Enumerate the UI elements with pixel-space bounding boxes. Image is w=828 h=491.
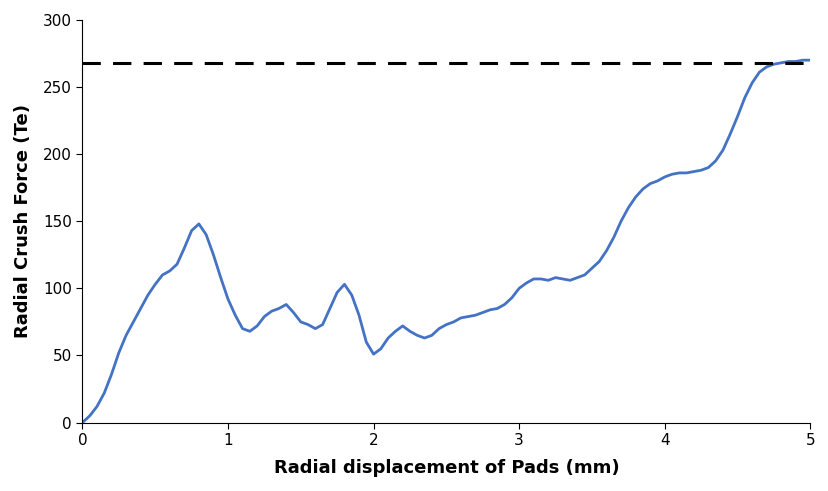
X-axis label: Radial displacement of Pads (mm): Radial displacement of Pads (mm) [273,459,619,477]
Y-axis label: Radial Crush Force (Te): Radial Crush Force (Te) [14,104,31,338]
